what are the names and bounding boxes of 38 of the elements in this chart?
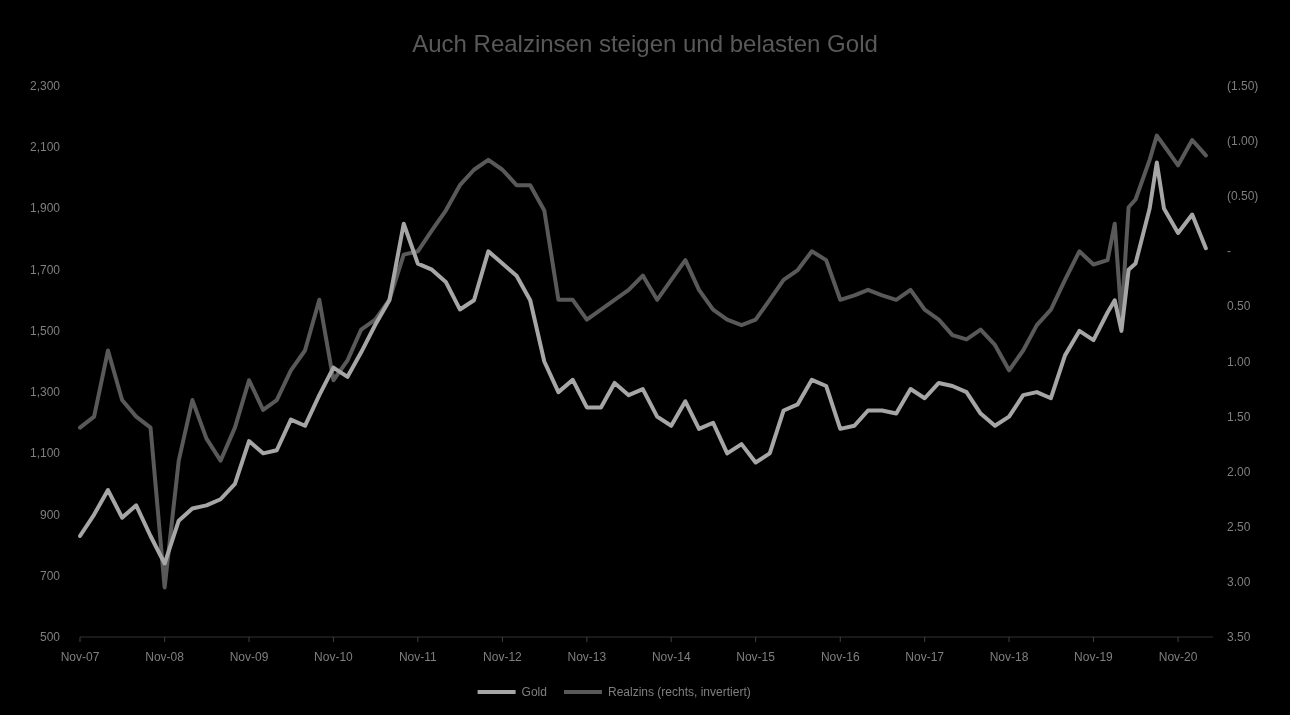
- x-tick-label: Nov-11: [398, 650, 438, 664]
- y2-tick-label: 2.50: [1227, 519, 1251, 534]
- x-tick-label: Nov-13: [567, 650, 607, 664]
- y2-tick-label: (0.50): [1227, 189, 1259, 204]
- y2-tick-label: 3.50: [1227, 630, 1251, 644]
- y-tick-label: 700: [39, 568, 61, 583]
- y-tick-label: 1,500: [29, 323, 61, 338]
- y2-tick-label: 3.00: [1227, 574, 1251, 589]
- x-tick-label: Nov-07: [60, 650, 100, 664]
- x-tick-label: Nov-12: [483, 650, 523, 664]
- chart-title: Auch Realzinsen steigen und belasten Gold: [412, 30, 878, 57]
- y-tick-label: 1,300: [29, 385, 61, 400]
- y2-tick-label: 1.00: [1227, 354, 1251, 369]
- y-tick-label: 1,700: [29, 262, 61, 277]
- x-tick-label: Nov-08: [145, 650, 185, 664]
- x-tick-label: Nov-17: [905, 650, 945, 664]
- x-tick-label: Nov-18: [989, 650, 1029, 664]
- x-tick-label: Nov-19: [1074, 650, 1114, 664]
- y2-tick-label: -: [1227, 244, 1231, 259]
- y-tick-label: 1,100: [29, 446, 61, 461]
- x-tick-label: Nov-20: [1158, 650, 1198, 664]
- x-tick-label: Nov-14: [651, 650, 691, 664]
- y-tick-label: 2,100: [29, 140, 61, 155]
- x-tick-label: Nov-16: [820, 650, 860, 664]
- y2-tick-label: (1.00): [1227, 134, 1259, 149]
- x-tick-label: Nov-10: [314, 650, 354, 664]
- y-tick-label: 900: [39, 507, 61, 522]
- x-tick-label: Nov-15: [736, 650, 776, 664]
- y2-tick-label: 0.50: [1227, 299, 1251, 314]
- y2-tick-label: (1.50): [1227, 79, 1259, 93]
- y2-tick-label: 1.50: [1227, 409, 1251, 424]
- x-tick-label: Nov-09: [229, 650, 269, 664]
- y-tick-label: 1,900: [29, 201, 61, 216]
- y-tick-label: 2,300: [29, 79, 61, 93]
- legend-label: Gold: [521, 685, 547, 699]
- y2-tick-label: 2.00: [1227, 464, 1251, 479]
- y-tick-label: 500: [39, 630, 61, 644]
- legend-label: Realzins (rechts, invertiert): [608, 685, 751, 699]
